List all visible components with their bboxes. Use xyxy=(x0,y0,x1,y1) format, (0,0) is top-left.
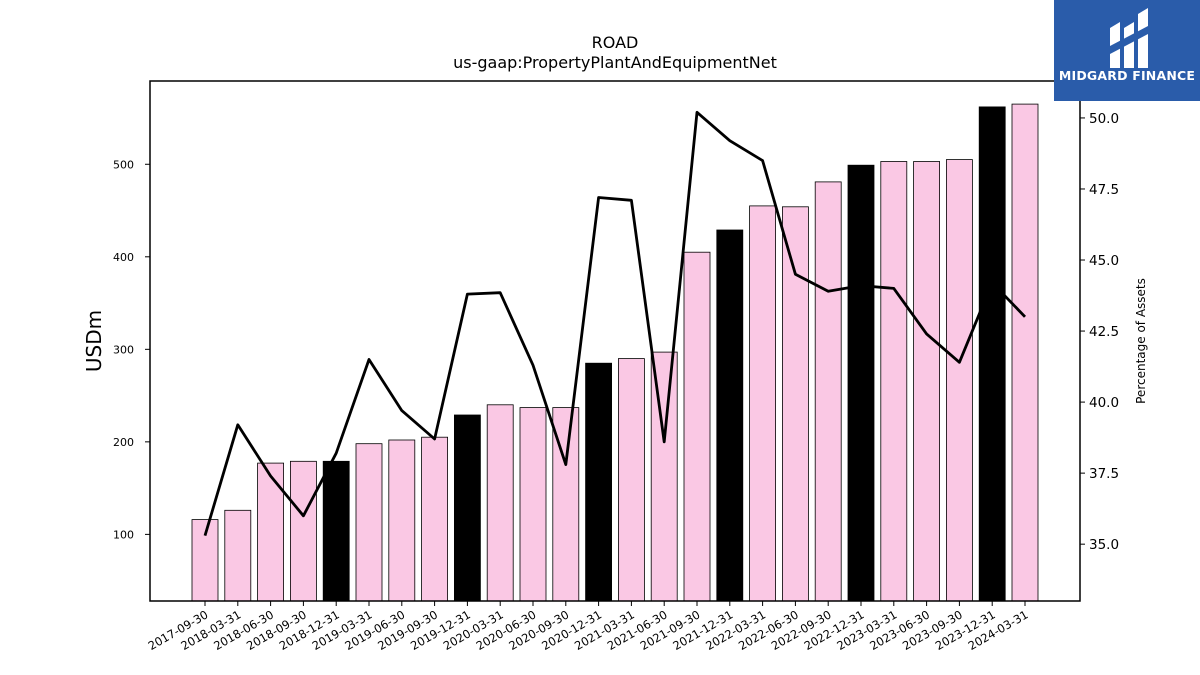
chart-subtitle: us-gaap:PropertyPlantAndEquipmentNet xyxy=(453,53,777,72)
bar xyxy=(946,159,973,602)
y2-tick-label: 50.0 xyxy=(1089,111,1119,127)
y-tick-label: 400 xyxy=(113,251,134,264)
y2-tick-label: 40.0 xyxy=(1089,395,1119,411)
percentage-line xyxy=(203,110,1027,536)
bar xyxy=(913,161,940,602)
right-axis: 35.0 37.5 40.0 42.5 45.0 47.5 50.0 xyxy=(1080,111,1119,553)
chart-title: ROAD xyxy=(592,33,639,52)
y2-tick-label: 47.5 xyxy=(1089,182,1119,198)
y2-tick-label: 37.5 xyxy=(1089,466,1119,482)
y2-tick-label: 45.0 xyxy=(1089,253,1119,269)
bar xyxy=(322,460,350,602)
bar xyxy=(814,181,842,602)
plot-frame xyxy=(149,80,1081,602)
bar xyxy=(650,351,678,602)
bar xyxy=(683,251,711,602)
bar xyxy=(224,509,252,602)
bar xyxy=(355,443,383,602)
bar xyxy=(486,404,514,602)
bar xyxy=(289,460,317,602)
bar xyxy=(1011,103,1039,602)
brand-logo: MIDGARD FINANCE xyxy=(1054,0,1200,101)
bar xyxy=(618,358,645,602)
bar xyxy=(749,205,776,602)
bar xyxy=(388,439,416,602)
bars-layer xyxy=(191,103,1039,602)
line-layer xyxy=(203,110,1027,536)
y2-axis-label: Percentage of Assets xyxy=(1134,278,1148,404)
left-axis: 100 200 300 400 500 xyxy=(113,158,150,541)
bar xyxy=(880,161,908,602)
logo-mark-icon xyxy=(1110,8,1148,68)
bar xyxy=(782,206,809,602)
y2-tick-label: 35.0 xyxy=(1089,537,1119,553)
bar xyxy=(421,436,449,602)
y-tick-label: 300 xyxy=(113,343,134,356)
bar xyxy=(257,462,285,602)
bar xyxy=(453,414,481,602)
bar xyxy=(847,164,875,602)
y-tick-label: 500 xyxy=(113,158,134,171)
x-axis: 2017-09-302018-03-312018-06-302018-09-30… xyxy=(146,601,1031,653)
logo-text: MIDGARD FINANCE xyxy=(1058,68,1196,83)
bar xyxy=(585,362,612,602)
y2-tick-label: 42.5 xyxy=(1089,324,1119,340)
y-tick-label: 100 xyxy=(113,528,134,541)
bar xyxy=(519,407,547,602)
bar xyxy=(978,106,1006,602)
y-tick-label: 200 xyxy=(113,436,134,449)
y-axis-label: USDm xyxy=(82,310,106,372)
bar xyxy=(716,229,744,602)
